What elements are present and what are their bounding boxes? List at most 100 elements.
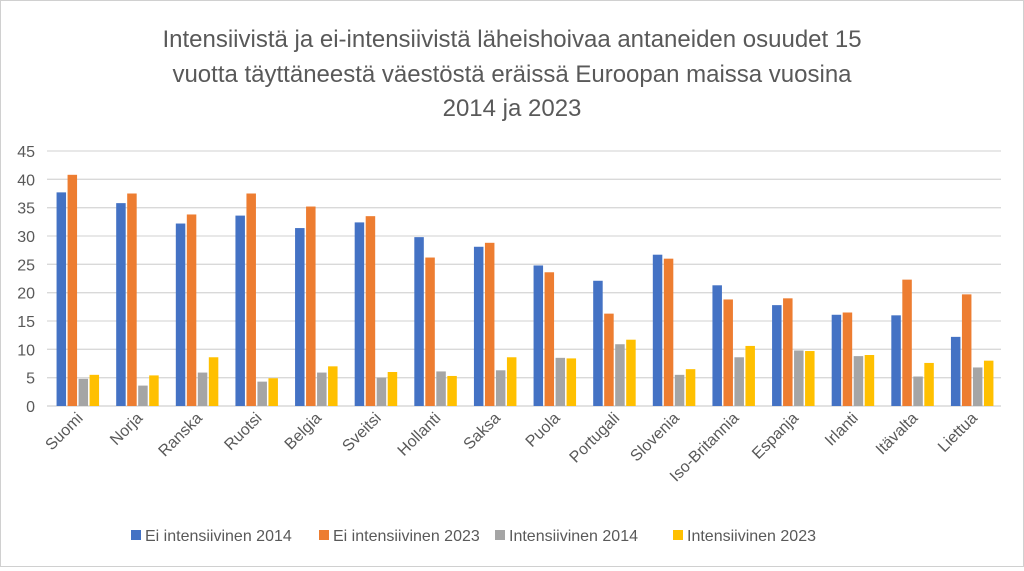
x-tick-label: Puola [523, 410, 564, 451]
x-tick-label: Hollanti [395, 410, 445, 460]
bar-iso-britannia-0 [712, 285, 722, 406]
y-tick-label: 25 [17, 257, 35, 274]
bar-portugali-0 [593, 280, 603, 406]
bar-itävalta-3 [924, 362, 934, 406]
legend-swatch [495, 530, 505, 540]
bar-iso-britannia-3 [745, 345, 755, 406]
x-tick-label: Slovenia [627, 410, 682, 465]
chart-title: Intensiivistä ja ei-intensiivistä läheis… [162, 26, 861, 122]
x-tick-label: Sveitsi [339, 410, 384, 455]
legend-label: Intensiivinen 2014 [509, 528, 638, 545]
x-tick-label: Itävalta [873, 410, 922, 459]
bar-slovenia-1 [663, 258, 674, 406]
bar-sveitsi-2 [376, 377, 387, 406]
bar-belgia-3 [328, 366, 338, 406]
bar-irlanti-3 [864, 355, 875, 406]
bar-puola-1 [544, 272, 555, 406]
legend-swatch [131, 530, 141, 540]
y-tick-label: 30 [17, 229, 35, 246]
bar-norja-2 [138, 385, 148, 406]
bar-iso-britannia-1 [723, 299, 733, 406]
bar-iso-britannia-2 [734, 357, 744, 406]
bar-hollanti-1 [425, 257, 435, 406]
x-tick-label: Suomi [43, 410, 87, 454]
bar-ruotsi-2 [257, 381, 267, 406]
bar-ranska-3 [208, 357, 219, 406]
bar-ranska-1 [186, 214, 197, 406]
bar-puola-0 [533, 265, 544, 406]
bar-saksa-2 [495, 370, 506, 406]
bar-ruotsi-1 [246, 193, 256, 406]
bar-belgia-2 [317, 372, 327, 406]
bar-hollanti-3 [447, 375, 457, 406]
bar-hollanti-0 [414, 237, 424, 406]
bar-irlanti-2 [853, 356, 864, 406]
bar-norja-0 [116, 203, 126, 406]
x-tick-label: Saksa [461, 410, 505, 454]
legend-swatch [673, 530, 683, 540]
bar-sveitsi-3 [387, 372, 398, 406]
bar-itävalta-0 [891, 315, 901, 406]
bar-liettua-1 [961, 294, 972, 406]
bar-liettua-2 [972, 367, 983, 406]
bar-ruotsi-0 [235, 215, 245, 406]
bar-sveitsi-0 [354, 222, 365, 406]
chart-title-line-3: 2014 ja 2023 [443, 95, 582, 122]
bar-espanja-1 [783, 298, 793, 406]
bar-espanja-0 [772, 305, 782, 406]
bar-portugali-3 [626, 339, 636, 406]
bar-portugali-1 [604, 313, 614, 406]
bar-slovenia-2 [674, 374, 685, 406]
y-tick-label: 20 [17, 286, 35, 303]
bar-espanja-2 [794, 350, 804, 406]
bar-suomi-1 [67, 174, 78, 406]
bar-suomi-0 [56, 192, 67, 406]
chart-title-line-2: vuotta täyttäneestä väestöstä eräissä Eu… [172, 61, 852, 88]
x-tick-label: Ranska [156, 410, 206, 460]
bar-espanja-3 [805, 351, 815, 406]
bars [56, 174, 994, 406]
x-tick-label: Espanja [749, 410, 802, 463]
bar-puola-3 [566, 358, 577, 406]
x-tick-label: Irlanti [822, 410, 862, 450]
bar-irlanti-0 [831, 314, 842, 406]
chart-title-line-1: Intensiivistä ja ei-intensiivistä läheis… [162, 26, 861, 53]
bar-itävalta-2 [913, 376, 923, 406]
bar-belgia-1 [306, 206, 316, 406]
bar-hollanti-2 [436, 371, 446, 406]
legend-label: Ei intensiivinen 2023 [333, 528, 480, 545]
x-tick-label: Belgia [282, 410, 326, 454]
y-tick-label: 5 [26, 371, 35, 388]
legend: Ei intensiivinen 2014 Ei intensiivinen 20… [131, 528, 816, 545]
x-axis-labels: Suomi Norja Ranska Ruotsi Belgia Sveitsi Holla… [43, 410, 982, 486]
y-tick-label: 35 [17, 201, 35, 218]
x-tick-label: Norja [107, 410, 146, 449]
bar-belgia-0 [295, 228, 305, 406]
legend-label: Intensiivinen 2023 [687, 528, 816, 545]
x-tick-label: Ruotsi [221, 410, 265, 454]
bar-itävalta-1 [902, 279, 912, 406]
bar-suomi-2 [78, 378, 89, 406]
bar-suomi-3 [89, 374, 100, 406]
y-tick-label: 15 [17, 314, 35, 331]
bar-saksa-0 [473, 246, 484, 406]
bar-irlanti-1 [842, 312, 853, 406]
bar-saksa-1 [484, 242, 495, 406]
x-tick-label: Portugali [567, 410, 624, 467]
bar-slovenia-0 [652, 254, 663, 406]
x-tick-label: Liettua [935, 410, 981, 456]
bar-norja-1 [127, 193, 137, 406]
y-tick-label: 0 [26, 399, 35, 416]
bar-puola-2 [555, 357, 566, 406]
bar-slovenia-3 [685, 369, 696, 406]
bar-liettua-0 [950, 336, 961, 406]
legend-label: Ei intensiivinen 2014 [145, 528, 292, 545]
bar-sveitsi-1 [365, 216, 376, 406]
y-tick-label: 45 [17, 144, 35, 161]
bar-portugali-2 [615, 344, 625, 406]
y-tick-label: 10 [17, 342, 35, 359]
bar-ranska-0 [175, 223, 186, 406]
legend-swatch [319, 530, 329, 540]
